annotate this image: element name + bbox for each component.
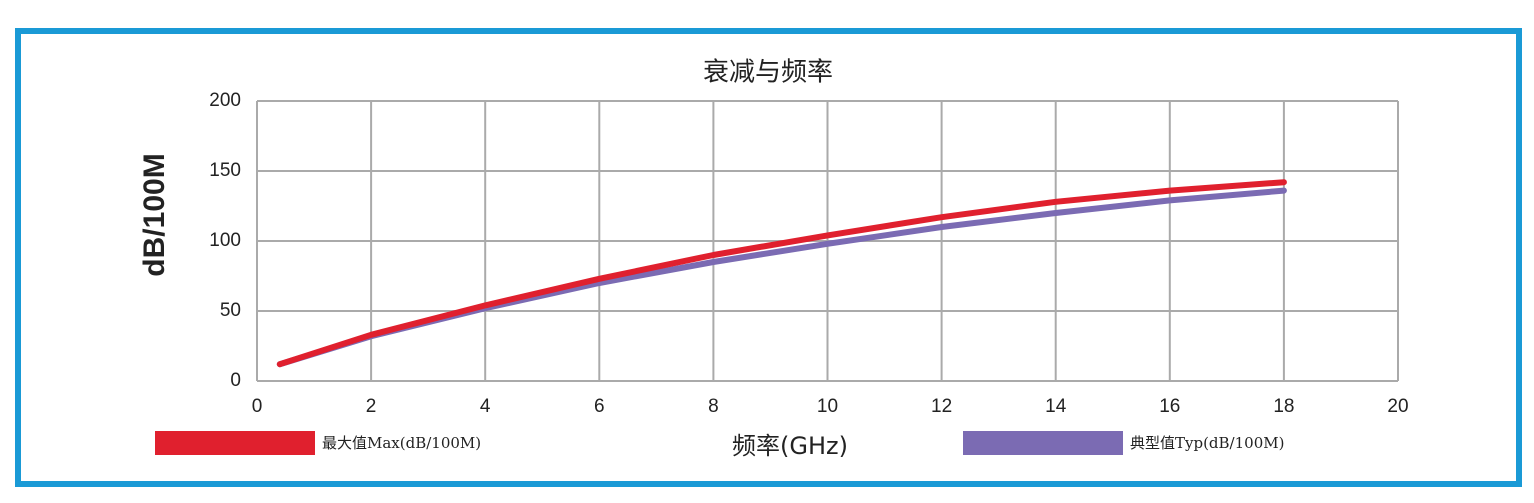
x-tick-label: 6 <box>594 396 605 417</box>
x-tick-label: 10 <box>817 396 838 417</box>
y-tick-label: 0 <box>230 370 241 391</box>
x-tick-label: 16 <box>1159 396 1180 417</box>
frame <box>15 28 1522 487</box>
y-axis-label: dB/100M <box>138 153 171 276</box>
legend-label: 最大值Max(dB/100M) <box>322 434 481 452</box>
x-tick-label: 4 <box>480 396 491 417</box>
x-tick-label: 14 <box>1045 396 1067 417</box>
x-tick-label: 8 <box>708 396 719 417</box>
legend-swatch <box>963 431 1123 455</box>
x-tick-label: 12 <box>931 396 952 417</box>
y-tick-label: 200 <box>209 90 241 111</box>
x-tick-label: 18 <box>1273 396 1294 417</box>
legend-label: 典型值Typ(dB/100M) <box>1130 434 1284 452</box>
y-tick-label: 50 <box>220 300 241 321</box>
y-tick-label: 150 <box>209 160 241 181</box>
x-tick-label: 0 <box>252 396 263 417</box>
legend-swatch <box>155 431 315 455</box>
y-tick-label: 100 <box>209 230 241 251</box>
chart-title: 衰减与频率 <box>703 58 833 88</box>
x-tick-label: 20 <box>1387 396 1408 417</box>
line-series <box>276 179 1287 368</box>
x-tick-label: 2 <box>366 396 377 417</box>
x-axis-label: 频率(GHz) <box>732 432 848 460</box>
